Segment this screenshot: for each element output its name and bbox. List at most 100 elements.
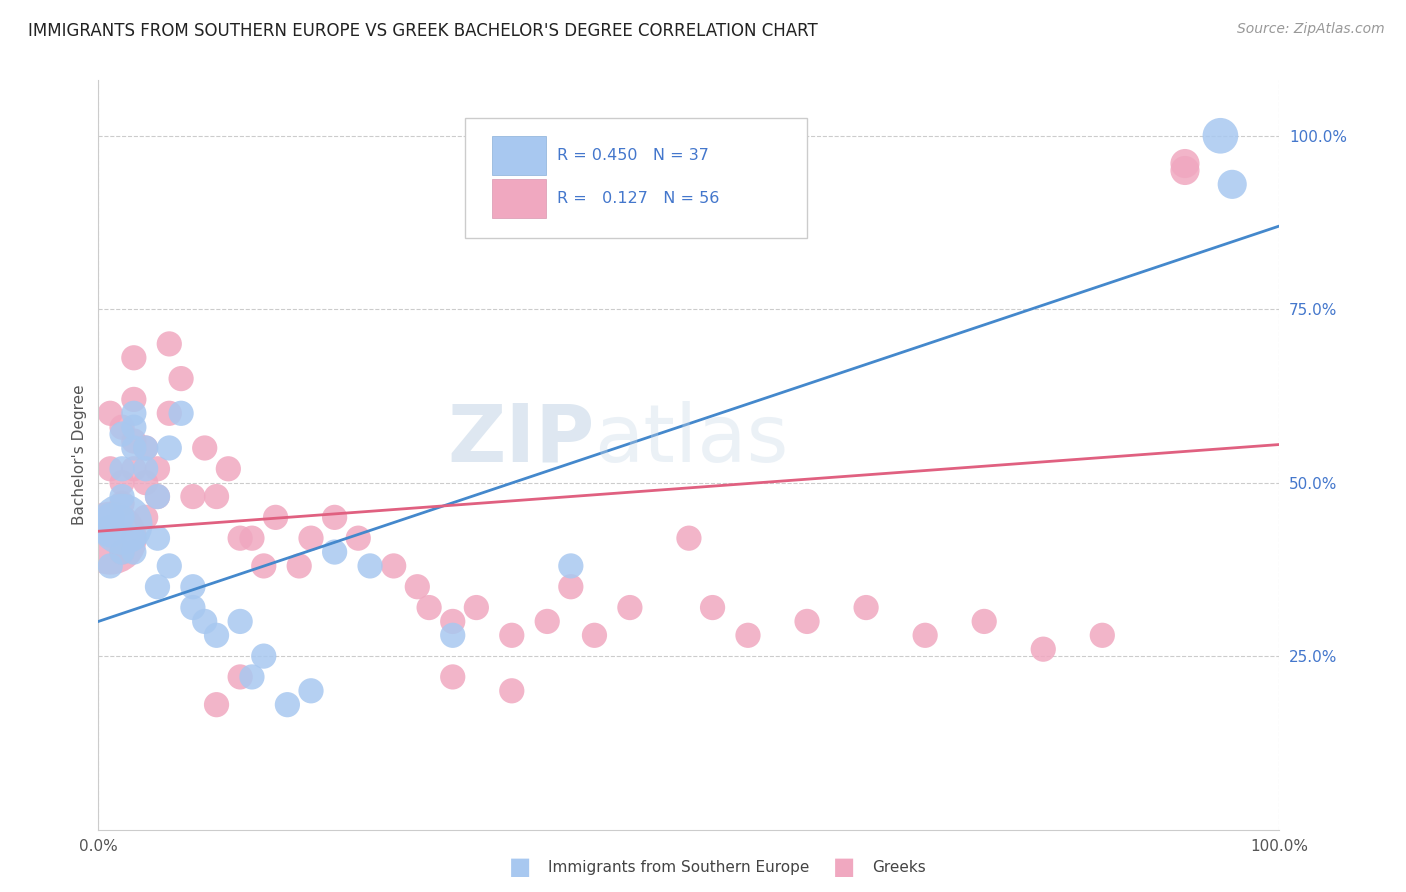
Point bbox=[240, 531, 263, 545]
Point bbox=[135, 462, 157, 476]
Point bbox=[441, 628, 464, 642]
Point bbox=[465, 600, 488, 615]
Point bbox=[560, 558, 582, 573]
Point bbox=[441, 670, 464, 684]
Point bbox=[98, 531, 121, 545]
FancyBboxPatch shape bbox=[464, 118, 807, 237]
Point bbox=[441, 615, 464, 629]
Point bbox=[855, 600, 877, 615]
Point bbox=[737, 628, 759, 642]
Point bbox=[98, 406, 121, 420]
Text: ■: ■ bbox=[832, 855, 855, 879]
Point bbox=[583, 628, 606, 642]
Point bbox=[1220, 178, 1243, 192]
Point bbox=[276, 698, 298, 712]
Point bbox=[157, 337, 180, 351]
Point bbox=[418, 600, 440, 615]
Point bbox=[914, 628, 936, 642]
Point bbox=[619, 600, 641, 615]
Point bbox=[111, 420, 134, 434]
Point bbox=[240, 670, 263, 684]
Point bbox=[253, 558, 276, 573]
Point bbox=[98, 524, 121, 539]
Point bbox=[253, 649, 276, 664]
Point bbox=[122, 545, 145, 559]
Point bbox=[229, 531, 252, 545]
Point bbox=[323, 545, 346, 559]
Point bbox=[1174, 156, 1197, 170]
Point bbox=[181, 580, 204, 594]
Point bbox=[229, 615, 252, 629]
Point bbox=[146, 580, 169, 594]
Point bbox=[501, 628, 523, 642]
Point bbox=[146, 490, 169, 504]
Point bbox=[264, 510, 287, 524]
Point bbox=[111, 490, 134, 504]
FancyBboxPatch shape bbox=[492, 179, 546, 219]
Point bbox=[98, 462, 121, 476]
Point bbox=[98, 510, 121, 524]
Point bbox=[170, 371, 193, 385]
Point bbox=[122, 462, 145, 476]
Point bbox=[122, 392, 145, 407]
Point bbox=[111, 545, 134, 559]
Point bbox=[135, 475, 157, 490]
Point bbox=[205, 490, 228, 504]
Y-axis label: Bachelor's Degree: Bachelor's Degree bbox=[72, 384, 87, 525]
Point bbox=[135, 510, 157, 524]
Point bbox=[146, 531, 169, 545]
Point bbox=[111, 462, 134, 476]
Text: Source: ZipAtlas.com: Source: ZipAtlas.com bbox=[1237, 22, 1385, 37]
Point bbox=[299, 683, 322, 698]
Point bbox=[146, 490, 169, 504]
Point bbox=[1174, 163, 1197, 178]
Point bbox=[229, 670, 252, 684]
Point bbox=[111, 545, 134, 559]
Text: IMMIGRANTS FROM SOUTHERN EUROPE VS GREEK BACHELOR'S DEGREE CORRELATION CHART: IMMIGRANTS FROM SOUTHERN EUROPE VS GREEK… bbox=[28, 22, 818, 40]
Point bbox=[157, 406, 180, 420]
Text: R =   0.127   N = 56: R = 0.127 N = 56 bbox=[557, 191, 718, 206]
Point bbox=[111, 496, 134, 510]
Point bbox=[1032, 642, 1054, 657]
Text: ■: ■ bbox=[509, 855, 531, 879]
Point bbox=[111, 517, 134, 532]
Point bbox=[122, 441, 145, 455]
Point bbox=[536, 615, 558, 629]
Point bbox=[157, 558, 180, 573]
Point bbox=[122, 434, 145, 448]
Point bbox=[205, 628, 228, 642]
Point bbox=[382, 558, 405, 573]
Point bbox=[170, 406, 193, 420]
Point bbox=[406, 580, 429, 594]
Text: R = 0.450   N = 37: R = 0.450 N = 37 bbox=[557, 148, 709, 163]
Point bbox=[122, 531, 145, 545]
Point bbox=[217, 462, 239, 476]
Point bbox=[501, 683, 523, 698]
Point bbox=[111, 475, 134, 490]
Point bbox=[973, 615, 995, 629]
Point bbox=[288, 558, 311, 573]
Point bbox=[796, 615, 818, 629]
Point bbox=[122, 351, 145, 365]
Text: Immigrants from Southern Europe: Immigrants from Southern Europe bbox=[548, 860, 810, 874]
Point bbox=[359, 558, 381, 573]
Point bbox=[702, 600, 724, 615]
Point bbox=[678, 531, 700, 545]
Point bbox=[157, 441, 180, 455]
Point bbox=[560, 580, 582, 594]
FancyBboxPatch shape bbox=[492, 136, 546, 176]
Point bbox=[194, 615, 217, 629]
Point bbox=[111, 510, 134, 524]
Point bbox=[299, 531, 322, 545]
Point bbox=[1091, 628, 1114, 642]
Point bbox=[1209, 128, 1232, 143]
Point bbox=[122, 420, 145, 434]
Point bbox=[98, 558, 121, 573]
Point bbox=[205, 698, 228, 712]
Point bbox=[181, 600, 204, 615]
Point bbox=[135, 441, 157, 455]
Point bbox=[122, 406, 145, 420]
Text: Greeks: Greeks bbox=[872, 860, 925, 874]
Point bbox=[181, 490, 204, 504]
Text: atlas: atlas bbox=[595, 401, 789, 479]
